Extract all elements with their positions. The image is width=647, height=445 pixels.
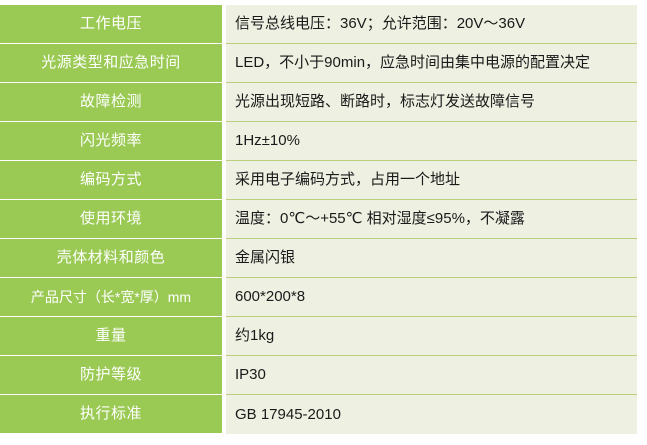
table-row: 产品尺寸（长*宽*厚）mm 600*200*8: [0, 278, 637, 317]
row-value: 采用电子编码方式，占用一个地址: [226, 161, 637, 200]
row-value: LED，不小于90min，应急时间由集中电源的配置决定: [226, 44, 637, 83]
table-row: 使用环境 温度：0℃～+55℃ 相对湿度≤95%，不凝露: [0, 200, 637, 239]
column-gap: [222, 356, 226, 395]
table-row: 工作电压 信号总线电压：36V；允许范围：20V～36V: [0, 5, 637, 44]
table-row: 防护等级 IP30: [0, 356, 637, 395]
column-gap: [222, 200, 226, 239]
column-gap: [222, 161, 226, 200]
column-gap: [222, 239, 226, 278]
table-row: 闪光频率 1Hz±10%: [0, 122, 637, 161]
row-label: 使用环境: [0, 200, 222, 239]
row-label: 执行标准: [0, 395, 222, 434]
row-value: 信号总线电压：36V；允许范围：20V～36V: [226, 5, 637, 44]
row-value: GB 17945-2010: [226, 395, 637, 434]
column-gap: [222, 83, 226, 122]
row-label: 故障检测: [0, 83, 222, 122]
row-value: 金属闪银: [226, 239, 637, 278]
row-label: 壳体材料和颜色: [0, 239, 222, 278]
row-label: 编码方式: [0, 161, 222, 200]
column-gap: [222, 5, 226, 44]
column-gap: [222, 317, 226, 356]
row-label: 重量: [0, 317, 222, 356]
row-label: 产品尺寸（长*宽*厚）mm: [0, 278, 222, 317]
table-row: 编码方式 采用电子编码方式，占用一个地址: [0, 161, 637, 200]
column-gap: [222, 278, 226, 317]
row-value: 光源出现短路、断路时，标志灯发送故障信号: [226, 83, 637, 122]
row-value: 600*200*8: [226, 278, 637, 317]
table-row: 壳体材料和颜色 金属闪银: [0, 239, 637, 278]
row-label: 光源类型和应急时间: [0, 44, 222, 83]
row-value: 约1kg: [226, 317, 637, 356]
row-label: 防护等级: [0, 356, 222, 395]
table-row: 故障检测 光源出现短路、断路时，标志灯发送故障信号: [0, 83, 637, 122]
row-value: 1Hz±10%: [226, 122, 637, 161]
table-row: 执行标准 GB 17945-2010: [0, 395, 637, 434]
table-row: 重量 约1kg: [0, 317, 637, 356]
row-label: 工作电压: [0, 5, 222, 44]
specification-table: 工作电压 信号总线电压：36V；允许范围：20V～36V 光源类型和应急时间 L…: [0, 5, 637, 434]
row-value: 温度：0℃～+55℃ 相对湿度≤95%，不凝露: [226, 200, 637, 239]
column-gap: [222, 44, 226, 83]
row-value: IP30: [226, 356, 637, 395]
column-gap: [222, 395, 226, 434]
table-row: 光源类型和应急时间 LED，不小于90min，应急时间由集中电源的配置决定: [0, 44, 637, 83]
row-label: 闪光频率: [0, 122, 222, 161]
column-gap: [222, 122, 226, 161]
